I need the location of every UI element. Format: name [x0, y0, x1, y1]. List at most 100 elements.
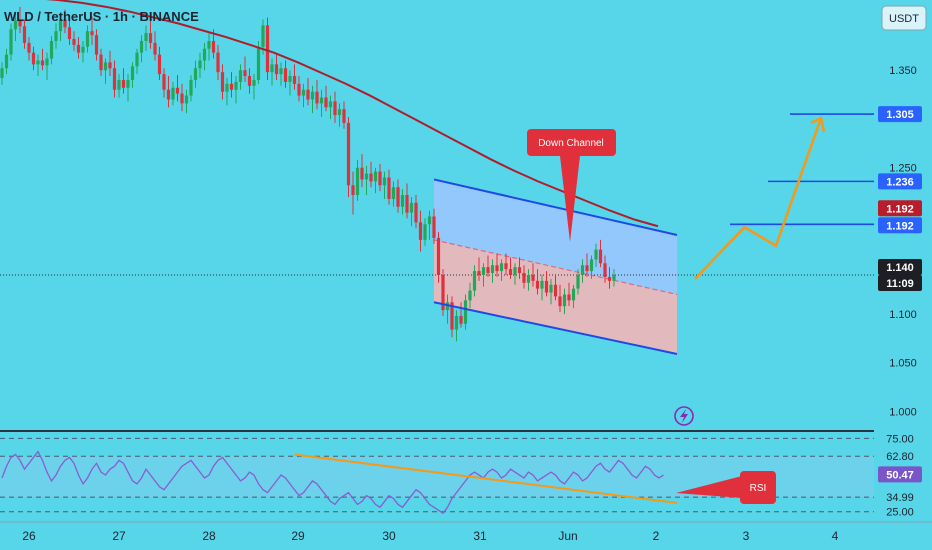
candle[interactable] — [531, 263, 535, 287]
candle[interactable] — [468, 282, 472, 309]
candle[interactable] — [612, 269, 616, 287]
rsi-line[interactable] — [1, 450, 664, 515]
candle[interactable] — [247, 68, 252, 94]
candle[interactable] — [175, 75, 180, 102]
candle[interactable] — [319, 89, 324, 118]
candle[interactable] — [283, 60, 288, 88]
candle[interactable] — [18, 6, 22, 34]
candle[interactable] — [279, 62, 283, 86]
channel-upper-line[interactable] — [433, 178, 678, 236]
candle[interactable] — [598, 239, 603, 268]
candle[interactable] — [157, 46, 162, 80]
candle[interactable] — [589, 255, 594, 279]
candle[interactable] — [567, 282, 571, 307]
candle[interactable] — [144, 25, 148, 51]
candle[interactable] — [445, 294, 450, 324]
price-badge[interactable]: 1.140 — [878, 258, 922, 275]
candle[interactable] — [526, 269, 531, 291]
candle[interactable] — [81, 40, 85, 63]
candle[interactable] — [576, 269, 580, 295]
candle[interactable] — [4, 48, 9, 75]
candle[interactable] — [63, 9, 67, 34]
candle[interactable] — [99, 48, 103, 77]
candle[interactable] — [562, 288, 567, 314]
candle[interactable] — [585, 253, 589, 277]
candle[interactable] — [553, 274, 558, 301]
candle[interactable] — [324, 85, 328, 112]
price-badge[interactable]: 1.192 — [878, 200, 922, 217]
currency-badge[interactable]: USDT — [881, 5, 927, 31]
candle[interactable] — [463, 294, 468, 330]
candle[interactable] — [540, 274, 544, 301]
candle[interactable] — [229, 72, 234, 98]
candle[interactable] — [427, 210, 432, 240]
candle[interactable] — [274, 54, 279, 80]
candle[interactable] — [45, 52, 49, 80]
candle[interactable] — [13, 11, 18, 41]
rsi-trendline[interactable] — [294, 453, 678, 504]
rsi-callout[interactable]: RSI — [676, 471, 776, 504]
candle[interactable] — [148, 19, 153, 49]
candle[interactable] — [454, 310, 459, 342]
candle[interactable] — [549, 278, 553, 305]
projection-path[interactable] — [694, 117, 823, 280]
candle[interactable] — [409, 196, 414, 227]
candle[interactable] — [607, 267, 612, 289]
candle[interactable] — [495, 253, 499, 277]
candle[interactable] — [504, 253, 508, 275]
candle[interactable] — [9, 23, 13, 61]
candle[interactable] — [22, 19, 27, 49]
candle[interactable] — [207, 33, 211, 61]
candle[interactable] — [139, 35, 144, 63]
candle[interactable] — [67, 19, 72, 45]
candle[interactable] — [193, 60, 198, 88]
candle[interactable] — [522, 265, 526, 289]
channel-midline[interactable] — [433, 239, 678, 296]
candle[interactable] — [306, 78, 310, 106]
candle[interactable] — [121, 68, 126, 94]
candle[interactable] — [234, 76, 238, 104]
moving-average-line[interactable] — [0, 0, 659, 228]
candle[interactable] — [351, 171, 355, 215]
candle[interactable] — [0, 62, 4, 85]
candle[interactable] — [135, 48, 139, 75]
candle[interactable] — [418, 210, 423, 252]
candle[interactable] — [301, 83, 306, 108]
candle[interactable] — [603, 255, 607, 283]
candle[interactable] — [40, 48, 45, 71]
candle[interactable] — [153, 31, 157, 61]
candle[interactable] — [517, 257, 522, 279]
channel-lower-line[interactable] — [433, 301, 678, 355]
candle[interactable] — [310, 85, 315, 114]
candle[interactable] — [238, 64, 243, 90]
price-badge[interactable]: 1.305 — [878, 106, 922, 123]
candle[interactable] — [54, 23, 58, 49]
candle[interactable] — [382, 171, 387, 199]
candle[interactable] — [171, 81, 175, 106]
candle[interactable] — [400, 189, 405, 215]
candle[interactable] — [459, 302, 463, 328]
candle[interactable] — [436, 232, 441, 283]
candle[interactable] — [36, 54, 40, 77]
candle[interactable] — [396, 179, 400, 213]
candle[interactable] — [252, 74, 256, 100]
candle[interactable] — [288, 70, 292, 96]
candle[interactable] — [337, 103, 342, 127]
candle[interactable] — [72, 31, 76, 51]
candle[interactable] — [535, 269, 540, 295]
candle[interactable] — [297, 76, 301, 102]
candle[interactable] — [432, 208, 436, 244]
candle[interactable] — [31, 46, 36, 71]
candle[interactable] — [378, 163, 382, 192]
candle[interactable] — [594, 243, 598, 268]
candle[interactable] — [103, 58, 108, 84]
candle[interactable] — [486, 255, 490, 277]
candle[interactable] — [265, 17, 270, 80]
candle[interactable] — [108, 50, 112, 77]
candle[interactable] — [220, 64, 225, 100]
price-badge[interactable]: 11:09 — [878, 274, 922, 291]
candle[interactable] — [117, 74, 121, 98]
candle[interactable] — [355, 159, 360, 201]
candle[interactable] — [58, 13, 63, 41]
